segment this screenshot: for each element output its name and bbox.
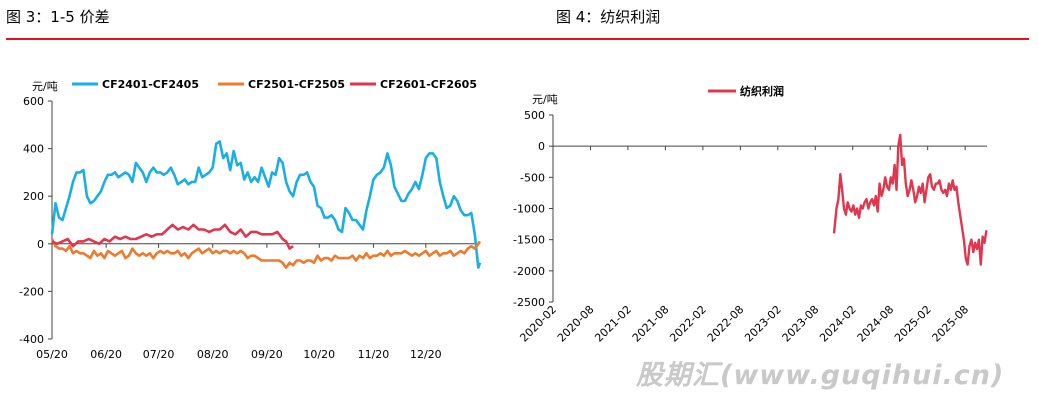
y-tick-label: 200: [23, 190, 44, 203]
y-tick-label: -500: [520, 171, 545, 184]
legend-label-1: CF2401-CF2405: [102, 78, 199, 91]
series-line-1: [50, 140, 482, 269]
x-tick-label: 05/20: [36, 348, 68, 361]
y-tick-label: -2000: [513, 265, 545, 278]
y-tick-label: -1500: [513, 234, 545, 247]
y-tick-label: 600: [23, 95, 44, 108]
x-tick-label: 2022-02: [667, 303, 709, 345]
y-tick-label: 500: [524, 109, 545, 122]
x-tick-label: 11/20: [358, 348, 390, 361]
series-line-3: [51, 223, 294, 250]
x-tick-label: 09/20: [251, 348, 283, 361]
y-tick-label: -200: [19, 285, 44, 298]
x-tick-label: 2025-02: [892, 303, 934, 345]
figure-4-title: 图 4：纺织利润: [556, 8, 661, 26]
x-tick-label: 12/20: [410, 348, 442, 361]
series-line-2: [50, 238, 482, 269]
x-tick-label: 2021-02: [592, 303, 634, 345]
x-tick-label: 08/20: [197, 348, 229, 361]
header-divider: [6, 38, 1029, 40]
x-tick-label: 2024-02: [817, 303, 859, 345]
y-tick-label: 400: [23, 143, 44, 156]
y-tick-label: 0: [538, 140, 545, 153]
x-tick-label: 2024-08: [855, 303, 897, 345]
legend-label-3: CF2601-CF2605: [380, 78, 477, 91]
x-tick-label: 2023-02: [742, 303, 784, 345]
x-tick-label: 2022-08: [705, 303, 747, 345]
x-tick-label: 10/20: [303, 348, 335, 361]
y-axis-unit: 元/吨: [32, 80, 58, 93]
y-axis-unit: 元/吨: [532, 93, 558, 106]
legend-label-2: CF2501-CF2505: [248, 78, 345, 91]
legend-label-1: 纺织利润: [740, 84, 784, 98]
watermark: 股期汇(www.guqihui.cn): [636, 360, 1005, 391]
series-line-1: [832, 133, 988, 266]
x-tick-label: 06/20: [90, 348, 122, 361]
y-tick-label: 0: [37, 238, 44, 251]
x-tick-label: 2021-08: [630, 303, 672, 345]
y-tick-label: -1000: [513, 203, 545, 216]
x-tick-label: 2025-08: [930, 303, 972, 345]
x-tick-label: 2020-02: [517, 303, 559, 345]
figure-3-title: 图 3：1-5 价差: [6, 8, 110, 26]
y-tick-label: -2500: [513, 296, 545, 309]
y-tick-label: -400: [19, 333, 44, 346]
x-tick-label: 07/20: [143, 348, 175, 361]
x-tick-label: 2020-08: [555, 303, 597, 345]
x-tick-label: 2023-08: [780, 303, 822, 345]
